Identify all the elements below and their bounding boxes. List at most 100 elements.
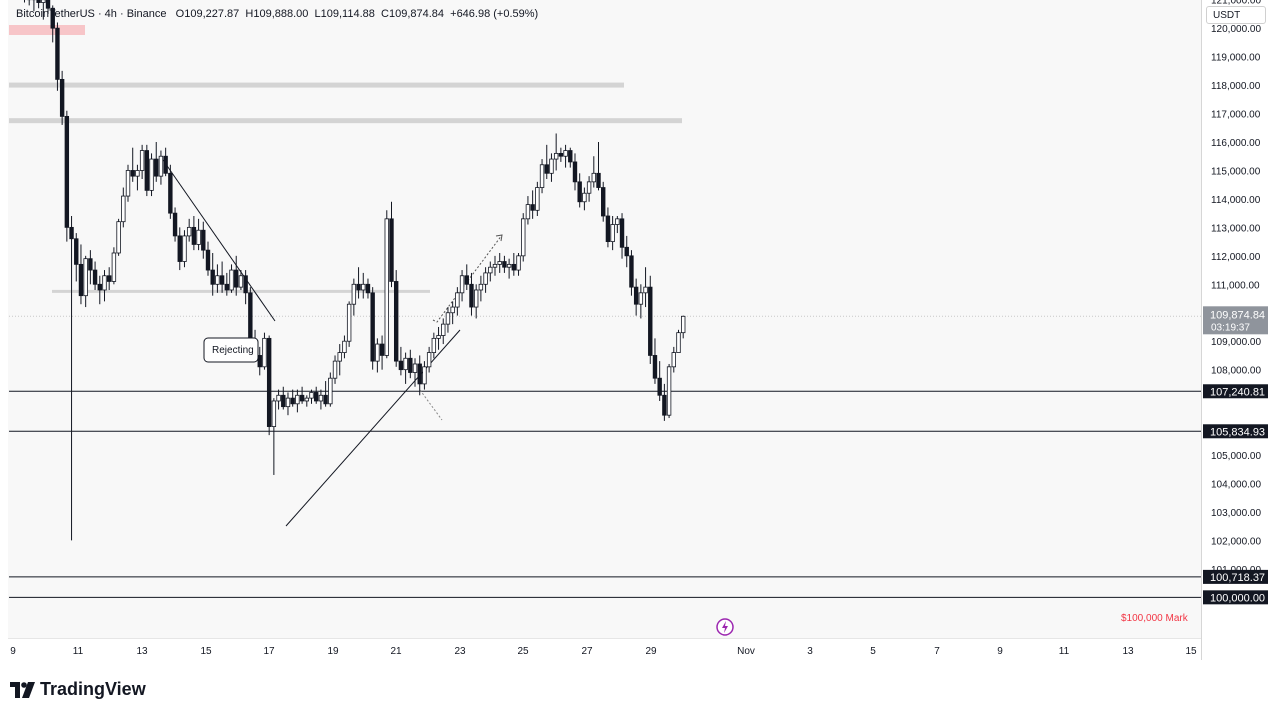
price-tick-label: 105,000.00	[1211, 451, 1261, 462]
candle-down	[464, 264, 469, 290]
candle-down	[257, 346, 262, 376]
candle-body	[464, 275, 469, 285]
chart-area[interactable]	[8, 0, 1201, 638]
candle-down	[577, 173, 582, 208]
candle-down	[370, 287, 375, 370]
resistance-zone	[52, 289, 430, 293]
candle-body	[596, 172, 601, 188]
candle-up	[436, 326, 441, 350]
candle-down	[224, 272, 230, 296]
candle-up	[422, 361, 427, 390]
candle-up	[83, 255, 88, 308]
price-tick-label: 120,000.00	[1211, 24, 1261, 35]
candle-up	[375, 338, 380, 373]
candle-body	[638, 292, 644, 305]
candle-body	[582, 192, 587, 203]
candle-body	[506, 263, 512, 268]
candle-down	[365, 278, 371, 299]
price-tick-label: 118,000.00	[1211, 81, 1261, 92]
candle-up	[473, 284, 479, 319]
resistance-zone	[9, 82, 624, 88]
candle-up	[426, 346, 432, 373]
symbol-info-bar: BitcoinTetherUS · 4h · Binance O109,227.…	[16, 8, 539, 20]
candle-body	[549, 158, 554, 174]
mark-100k-label: $100,000 Mark	[1121, 613, 1189, 624]
candle-body	[553, 152, 559, 160]
candle-body	[135, 170, 140, 177]
countdown-label: 03:19:37	[1211, 322, 1250, 333]
candle-body	[323, 394, 328, 405]
candle-body	[36, 0, 41, 3]
price-tick-label: 112,000.00	[1211, 252, 1261, 263]
candle-body	[64, 115, 70, 228]
time-axis-label: 11	[73, 646, 84, 657]
candle-up	[337, 344, 342, 376]
time-axis[interactable]	[8, 638, 1201, 661]
candle-body	[671, 352, 676, 368]
candle-body	[473, 289, 479, 308]
time-axis-label: 13	[136, 646, 148, 657]
candle-body	[97, 283, 102, 291]
candle-body	[139, 150, 145, 171]
price-tick-label: 116,000.00	[1211, 138, 1261, 149]
currency-selector[interactable]: USDT	[1206, 6, 1266, 24]
candle-body	[266, 337, 272, 427]
candle-body	[130, 170, 135, 177]
candle-up	[31, 0, 37, 12]
candle-body	[314, 392, 319, 402]
candle-body	[398, 360, 404, 371]
candle-body	[681, 315, 686, 334]
candle-down	[281, 386, 286, 410]
level-price-label: 100,000.00	[1210, 592, 1265, 604]
projection-arrowhead	[495, 234, 503, 242]
candle-body	[426, 352, 432, 368]
symbol-name[interactable]: BitcoinTetherUS	[16, 8, 95, 20]
candle-up	[309, 389, 314, 404]
candle-up	[455, 287, 460, 316]
candle-body	[182, 235, 187, 262]
candle-body	[229, 269, 234, 291]
candle-down	[45, 0, 51, 14]
price-tick-label: 104,000.00	[1211, 479, 1261, 490]
candle-up	[332, 355, 338, 384]
low-value: L109,114.88	[314, 8, 375, 20]
candle-body	[629, 255, 634, 288]
candle-up	[497, 252, 502, 273]
candle-up	[102, 270, 107, 302]
price-tick-label: 115,000.00	[1211, 166, 1261, 177]
candle-body	[154, 158, 159, 177]
candle-down	[389, 201, 394, 288]
candle-body	[502, 261, 507, 268]
close-value: C109,874.84	[381, 8, 445, 20]
candle-body	[45, 0, 51, 9]
candle-body	[648, 286, 653, 356]
candle-body	[539, 164, 545, 188]
candle-body	[370, 292, 375, 362]
candle-body	[295, 394, 300, 405]
candle-down	[106, 267, 112, 290]
price-tick-label: 108,000.00	[1211, 366, 1261, 377]
candle-down	[74, 233, 79, 282]
candle-body	[219, 275, 225, 285]
candle-up	[238, 270, 244, 290]
candle-down	[601, 181, 606, 222]
candle-body	[361, 283, 366, 291]
candle-up	[643, 267, 648, 308]
candle-down	[219, 261, 225, 293]
candle-up	[276, 389, 281, 410]
tradingview-logo[interactable]: TradingView	[10, 679, 146, 700]
high-value: H109,888.00	[245, 8, 309, 20]
candle-body	[186, 226, 192, 237]
candle-body	[412, 363, 418, 373]
candle-down	[652, 338, 658, 384]
time-axis-label: 23	[454, 646, 466, 657]
candle-body	[586, 181, 592, 194]
candle-down	[624, 235, 629, 268]
candle-body	[521, 218, 526, 257]
candle-body	[666, 366, 672, 416]
candle-down	[130, 147, 135, 182]
candle-down	[88, 250, 93, 285]
candle-down	[163, 147, 168, 177]
candle-body	[281, 394, 286, 408]
candle-body	[168, 172, 173, 214]
